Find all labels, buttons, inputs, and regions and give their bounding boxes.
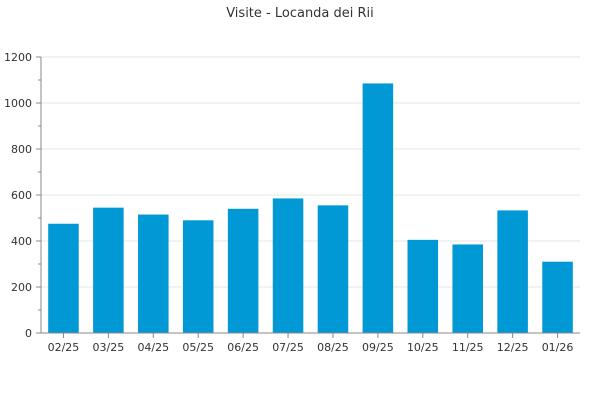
axes <box>36 56 580 338</box>
bar <box>48 223 79 333</box>
bar <box>407 239 439 333</box>
bar <box>362 83 394 333</box>
x-tick-label: 05/25 <box>182 341 214 354</box>
bar <box>542 261 573 333</box>
x-tick-label: 04/25 <box>137 341 169 354</box>
y-tick-label: 600 <box>11 189 32 202</box>
y-tick-labels: 0 200 400 600 800 1000 1200 <box>4 51 32 340</box>
y-tick-label: 200 <box>11 281 32 294</box>
grid-lines <box>41 56 580 288</box>
y-tick-label: 400 <box>11 235 32 248</box>
y-tick-label: 1000 <box>4 97 32 110</box>
x-tick-labels: 02/25 03/25 04/25 05/25 06/25 07/25 08/25 09/25… <box>48 341 574 354</box>
y-tick-label: 1200 <box>4 51 32 64</box>
x-tick-label: 02/25 <box>48 341 80 354</box>
bar <box>497 210 528 333</box>
x-tick-label: 10/25 <box>407 341 439 354</box>
x-tick-label: 03/25 <box>93 341 125 354</box>
x-tick-label: 11/25 <box>452 341 484 354</box>
bar <box>227 208 259 333</box>
x-tick-label: 12/25 <box>497 341 529 354</box>
x-tick-label: 09/25 <box>362 341 394 354</box>
y-tick-label: 0 <box>25 327 32 340</box>
bar <box>452 244 483 333</box>
bar <box>93 207 124 333</box>
x-tick-label: 01/26 <box>542 341 574 354</box>
bar <box>138 214 169 333</box>
y-tick-label: 800 <box>11 143 32 156</box>
x-tick-label: 06/25 <box>227 341 259 354</box>
x-tick-label: 07/25 <box>272 341 304 354</box>
bars <box>48 83 573 333</box>
bar <box>182 220 214 333</box>
bar <box>317 205 349 333</box>
chart-title: Visite - Locanda dei Rii <box>226 6 374 21</box>
bar <box>272 198 304 333</box>
x-tick-label: 08/25 <box>317 341 349 354</box>
